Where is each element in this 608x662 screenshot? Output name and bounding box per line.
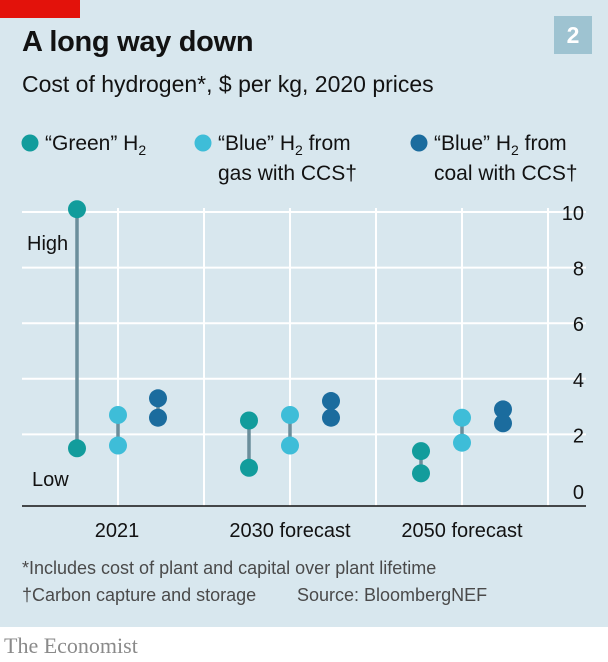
legend-swatch-2 xyxy=(194,134,212,152)
legend-swatch-3 xyxy=(410,134,428,152)
dot-high-green-1 xyxy=(240,411,258,430)
brand-red-tag xyxy=(0,0,80,18)
legend-label-2: “Blue” H2 from xyxy=(218,132,351,158)
dot-low-green-2 xyxy=(412,464,430,483)
x-category-label: 2050 forecast xyxy=(401,520,523,542)
dot-low-green-1 xyxy=(240,458,258,477)
dot-high-blue_gas-0 xyxy=(109,405,127,424)
chart-panel xyxy=(0,0,608,627)
dot-low-blue_coal-1 xyxy=(322,408,340,427)
y-tick-label: 0 xyxy=(573,482,584,504)
dot-low-blue_gas-2 xyxy=(453,433,471,452)
y-tick-label: 2 xyxy=(573,425,584,447)
y-axis-ticks: 0 2 4 6 8 10 xyxy=(562,203,584,504)
chart-number-badge: 2 xyxy=(554,16,592,54)
dot-low-blue_coal-2 xyxy=(494,414,512,433)
dot-low-blue_gas-0 xyxy=(109,436,127,455)
annotation-high: High xyxy=(27,233,68,255)
legend-label-1: “Green” H2 xyxy=(45,132,146,158)
dot-high-blue_coal-2 xyxy=(494,400,512,419)
x-category-label: 2030 forecast xyxy=(229,520,351,542)
legend-label-3: “Blue” H2 from xyxy=(434,132,567,158)
dot-high-blue_coal-1 xyxy=(322,392,340,411)
legend-swatch-1 xyxy=(21,134,39,152)
dot-low-blue_gas-1 xyxy=(281,436,299,455)
brand-name: The Economist xyxy=(4,633,138,658)
footnote-ccs: †Carbon capture and storage xyxy=(22,585,257,605)
y-tick-label: 8 xyxy=(573,259,584,281)
source-note: Source: BloombergNEF xyxy=(297,585,488,605)
dot-high-blue_gas-2 xyxy=(453,408,471,427)
y-tick-label: 4 xyxy=(573,370,584,392)
dot-high-blue_gas-1 xyxy=(281,405,299,424)
x-category-label: 2021 xyxy=(95,520,140,542)
annotation-low: Low xyxy=(32,469,69,491)
y-tick-label: 6 xyxy=(573,314,584,336)
legend: “Green” H2 “Blue” H2 from gas with CCS† “Bl… xyxy=(21,132,578,185)
data-marks: High Low xyxy=(27,200,512,491)
chart-subtitle: Cost of hydrogen*, $ per kg, 2020 prices xyxy=(22,71,434,97)
footnote-includes: *Includes cost of plant and capital over… xyxy=(22,558,437,578)
dot-high-green-0 xyxy=(68,200,86,219)
legend-label-3-line2: coal with CCS† xyxy=(434,162,578,185)
chart-title: A long way down xyxy=(22,26,254,58)
legend-label-2-line2: gas with CCS† xyxy=(218,162,357,185)
y-tick-label: 10 xyxy=(562,203,584,225)
gridlines xyxy=(22,208,586,507)
dot-low-blue_coal-0 xyxy=(149,408,167,427)
x-axis-categories: 2021 2030 forecast 2050 forecast xyxy=(95,520,523,542)
dot-high-green-2 xyxy=(412,442,430,461)
dot-low-green-0 xyxy=(68,439,86,458)
dot-high-blue_coal-0 xyxy=(149,389,167,408)
range-dot-chart: “Green” H2 “Blue” H2 from gas with CCS† “Bl… xyxy=(21,132,586,542)
